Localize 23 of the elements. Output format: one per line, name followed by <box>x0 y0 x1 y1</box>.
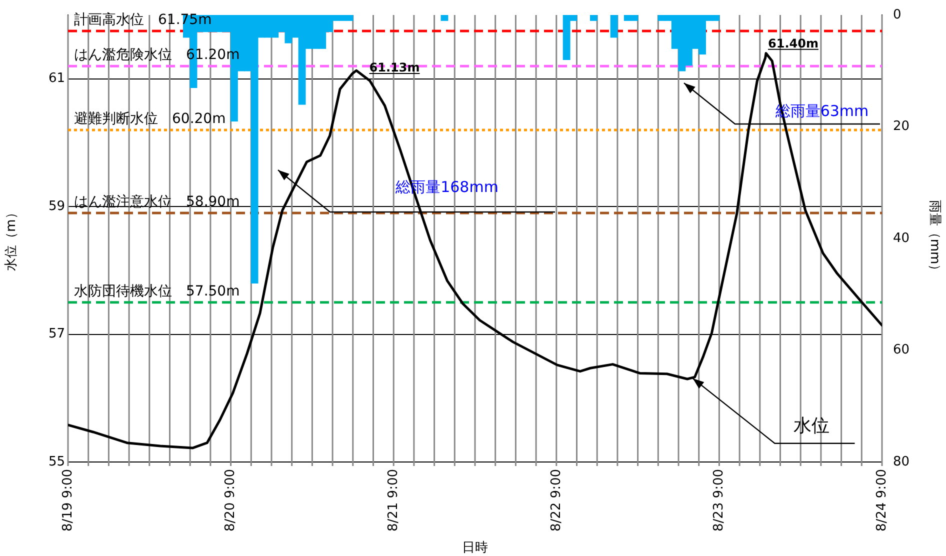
x-axis-title: 日時 <box>462 540 488 556</box>
x-tick-label: 8/24 9:00 <box>874 469 890 532</box>
x-tick-label: 8/21 9:00 <box>386 469 401 532</box>
annotation: 61.40m <box>768 36 818 50</box>
annotation: 水位 <box>794 415 830 436</box>
x-tick-label: 8/23 9:00 <box>712 469 727 532</box>
y2-tick-label: 0 <box>893 7 902 22</box>
y2-tick-label: 80 <box>893 454 910 470</box>
y-axis-title: 水位（m） <box>4 206 20 271</box>
ref-line-label: 水防団待機水位 57.50m <box>74 283 240 300</box>
y-tick-label: 61 <box>48 71 65 86</box>
x-tick-label: 8/20 9:00 <box>223 469 238 532</box>
x-tick-label: 8/19 9:00 <box>60 469 76 532</box>
y2-tick-label: 60 <box>893 342 910 358</box>
y2-axis-title: 雨量（mm） <box>926 200 942 278</box>
y2-tick-label: 20 <box>893 119 910 134</box>
ref-line-label: 避難判断水位 60.20m <box>74 110 226 127</box>
y-tick-label: 55 <box>48 454 65 470</box>
y-tick-label: 57 <box>48 326 65 342</box>
y-tick-label: 59 <box>48 198 65 214</box>
y2-tick-label: 40 <box>893 230 910 246</box>
x-tick-label: 8/22 9:00 <box>548 469 564 532</box>
annotation: 61.13m <box>369 60 420 75</box>
